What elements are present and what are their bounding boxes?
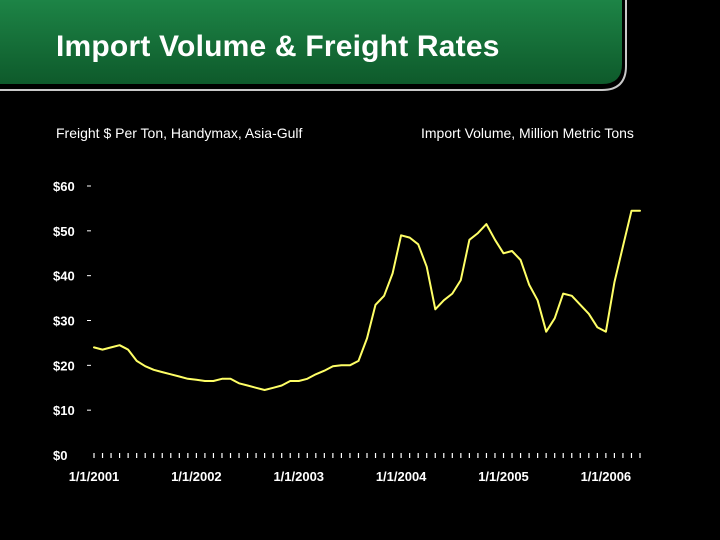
y-tick-label: $10 [53,403,75,418]
header-shape [0,0,622,84]
slide-title: Import Volume & Freight Rates [56,30,500,63]
left-axis-title: Freight $ Per Ton, Handymax, Asia-Gulf [56,125,303,141]
x-axis: 1/1/2001 1/1/2002 1/1/2003 1/1/2004 1/1/2005… [69,453,641,484]
y-axis: $0 $10 $20 $30 $40 $50 $60 [53,179,91,463]
plot-area [93,209,641,391]
y-tick-label: $40 [53,269,75,284]
x-tick-label: 1/1/2006 [581,469,632,484]
x-tick-label: 1/1/2003 [273,469,324,484]
x-tick-label: 1/1/2001 [69,469,120,484]
y-tick-label: $50 [53,224,75,239]
x-tick-label: 1/1/2005 [478,469,529,484]
y-tick-label: $60 [53,179,75,194]
right-axis-title: Import Volume, Million Metric Tons [421,125,634,141]
header-band [0,0,627,91]
x-tick-label: 1/1/2004 [376,469,427,484]
y-tick-label: $20 [53,358,75,373]
freight-rate-line [93,209,641,391]
x-tick-label: 1/1/2002 [171,469,222,484]
header-outline [0,0,627,91]
y-tick-label: $0 [53,448,67,463]
y-tick-label: $30 [53,314,75,329]
